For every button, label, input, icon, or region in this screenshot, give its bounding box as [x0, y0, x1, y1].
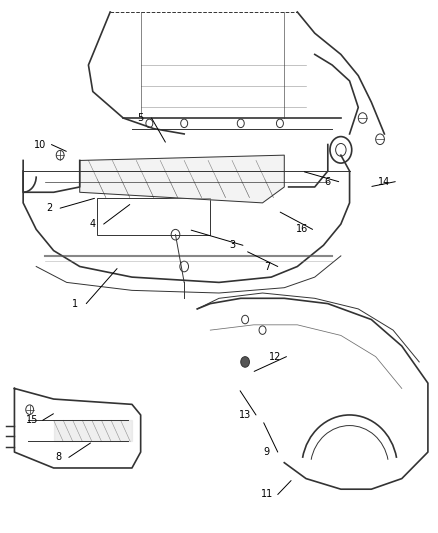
Text: 11: 11 [261, 489, 273, 499]
Polygon shape [53, 420, 132, 441]
Text: 13: 13 [239, 410, 251, 420]
Text: 2: 2 [46, 203, 53, 213]
Text: 16: 16 [296, 224, 308, 235]
Text: 15: 15 [26, 415, 38, 425]
Circle shape [241, 357, 250, 367]
Text: 9: 9 [264, 447, 270, 457]
Polygon shape [80, 155, 284, 203]
Text: 12: 12 [269, 352, 282, 361]
Text: 8: 8 [55, 453, 61, 463]
Text: 6: 6 [325, 176, 331, 187]
Text: 7: 7 [264, 262, 270, 271]
Text: 1: 1 [72, 298, 78, 309]
Text: 3: 3 [229, 240, 235, 251]
Text: 4: 4 [90, 219, 96, 229]
Text: 10: 10 [35, 140, 47, 150]
Text: 14: 14 [378, 176, 391, 187]
Text: 5: 5 [138, 113, 144, 123]
